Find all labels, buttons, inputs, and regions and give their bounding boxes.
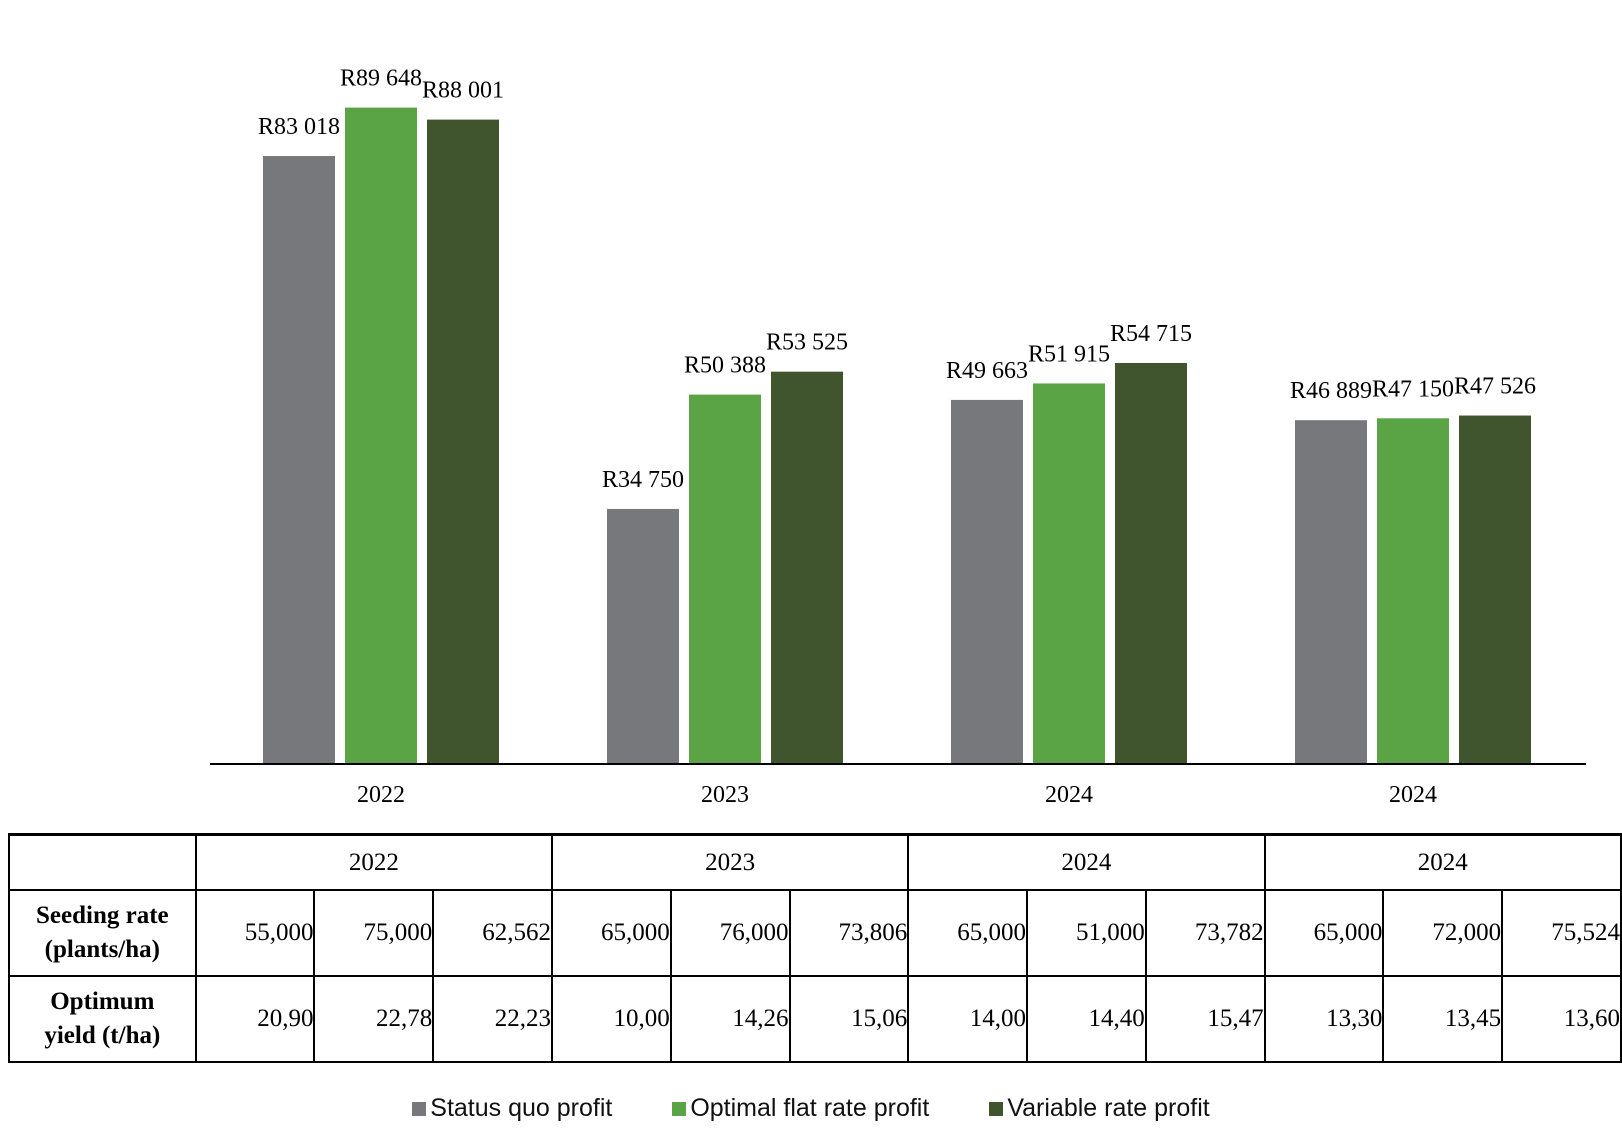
table-cell: 75,524 <box>1501 889 1622 977</box>
table-cell: 65,000 <box>550 889 672 977</box>
bar-2023-series-1 <box>689 394 761 763</box>
table-cell: 14,40 <box>1026 975 1147 1063</box>
legend-item-variable-rate: Variable rate profit <box>989 1094 1210 1123</box>
table-row-optimum-yield: Optimum yield (t/ha) 20,90 22,78 22,23 1… <box>8 975 1622 1063</box>
bar-2024-series-1 <box>1033 383 1105 763</box>
legend-label: Optimal flat rate profit <box>690 1094 930 1122</box>
table-year-header: 2022 <box>194 833 553 891</box>
bar-value-label: R53 525 <box>766 330 848 356</box>
bars-group <box>263 107 1531 764</box>
bar-value-label: R34 750 <box>602 467 684 493</box>
bar-value-label: R89 648 <box>340 66 422 92</box>
bar-2024-series-2 <box>1459 415 1531 763</box>
row-label-line: (plants/ha) <box>44 936 160 963</box>
bar-2024-series-0 <box>1295 420 1367 763</box>
bar-2022-series-0 <box>263 156 335 764</box>
table-cell: 14,00 <box>907 975 1029 1063</box>
x-tick-label: 2024 <box>1045 782 1093 808</box>
table-cell: 55,000 <box>194 889 316 977</box>
legend-swatch <box>989 1101 1004 1116</box>
table-cell: 73,782 <box>1144 889 1266 977</box>
table-cell: 65,000 <box>907 889 1029 977</box>
table-cell: 13,60 <box>1501 975 1622 1063</box>
table-cell: 22,78 <box>313 975 435 1063</box>
data-table: 2022 2023 2024 2024 Seeding rate (plants… <box>8 833 1622 1063</box>
legend-label: Status quo profit <box>430 1094 613 1122</box>
table-cell: 15,06 <box>788 975 910 1063</box>
bar-2022-series-2 <box>427 119 499 763</box>
table-year-header: 2024 <box>907 833 1266 891</box>
bar-value-label: R54 715 <box>1110 321 1192 347</box>
row-label-line: Seeding rate <box>36 902 169 929</box>
bar-2024-series-1 <box>1377 418 1449 763</box>
table-year-header: 2024 <box>1263 833 1622 891</box>
table-cell: 65,000 <box>1263 889 1385 977</box>
legend-label: Variable rate profit <box>1007 1094 1210 1122</box>
table-cell: 13,30 <box>1263 975 1385 1063</box>
table-corner-cell <box>8 833 197 891</box>
legend-item-status-quo: Status quo profit <box>412 1094 612 1123</box>
bar-value-label: R83 018 <box>258 114 340 140</box>
bar-2024-series-2 <box>1115 362 1187 763</box>
table-cell: 15,47 <box>1144 975 1266 1063</box>
bar-value-label: R47 526 <box>1454 374 1536 400</box>
x-tick-label: 2023 <box>701 782 749 808</box>
bar-value-label: R49 663 <box>946 358 1028 384</box>
bar-value-label: R88 001 <box>422 78 504 104</box>
table-cell: 76,000 <box>669 889 791 977</box>
table-cell: 75,000 <box>313 889 435 977</box>
bar-2023-series-0 <box>607 508 679 763</box>
legend-swatch <box>672 1101 687 1116</box>
bar-value-label: R46 889 <box>1290 378 1372 404</box>
table-cell: 22,23 <box>432 975 553 1063</box>
table-cell: 13,45 <box>1382 975 1504 1063</box>
bar-value-label: R47 150 <box>1372 376 1454 402</box>
bar-value-label: R51 915 <box>1028 341 1110 367</box>
table-cell: 73,806 <box>788 889 910 977</box>
bar-2023-series-2 <box>771 371 843 763</box>
table-cell: 14,26 <box>669 975 791 1063</box>
table-cell: 72,000 <box>1382 889 1504 977</box>
table-row-seeding-rate: Seeding rate (plants/ha) 55,000 75,000 6… <box>8 889 1622 977</box>
x-tick-labels-group: 2022 2023 2024 2024 <box>357 782 1437 808</box>
chart-legend: Status quo profit Optimal flat rate prof… <box>0 1094 1622 1123</box>
legend-swatch <box>412 1101 427 1116</box>
row-label-optimum-yield: Optimum yield (t/ha) <box>8 975 197 1063</box>
row-label-line: Optimum <box>50 988 155 1015</box>
x-tick-label: 2024 <box>1389 782 1437 808</box>
row-label-seeding-rate: Seeding rate (plants/ha) <box>8 889 197 977</box>
table-year-header: 2023 <box>550 833 910 891</box>
x-tick-label: 2022 <box>357 782 405 808</box>
table-cell: 10,00 <box>550 975 672 1063</box>
row-label-line: yield (t/ha) <box>44 1022 161 1049</box>
legend-item-optimal-flat-rate: Optimal flat rate profit <box>672 1094 929 1123</box>
bar-value-label: R50 388 <box>684 353 766 379</box>
table-cell: 62,562 <box>432 889 553 977</box>
table-cell: 20,90 <box>194 975 316 1063</box>
table-cell: 51,000 <box>1026 889 1147 977</box>
bar-2024-series-0 <box>951 399 1023 763</box>
bar-2022-series-1 <box>345 107 417 764</box>
table-header-row: 2022 2023 2024 2024 <box>8 833 1622 891</box>
